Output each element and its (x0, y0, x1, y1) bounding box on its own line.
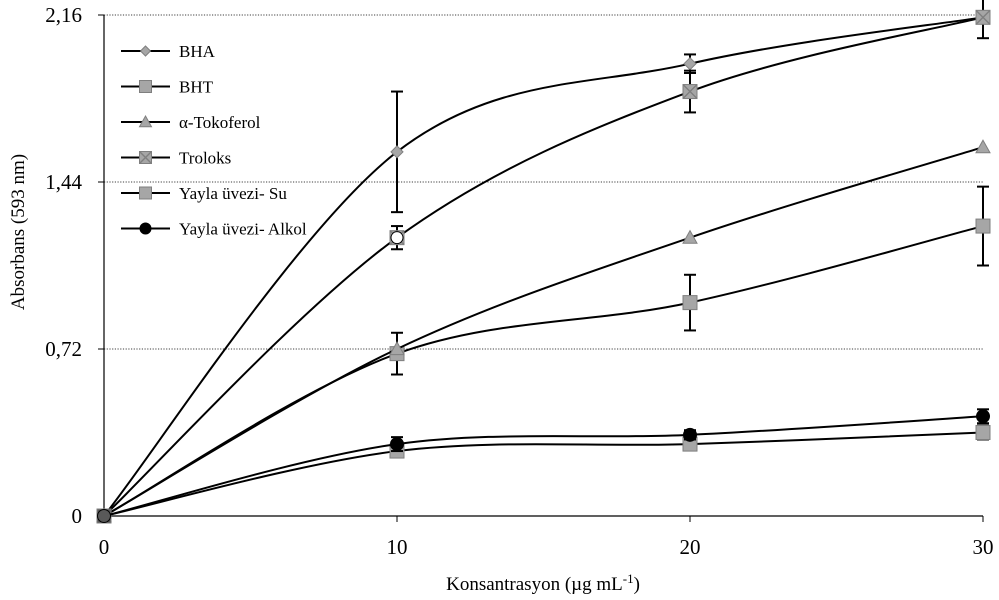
series-line (103, 225, 984, 517)
series-line (103, 415, 984, 517)
legend-item-0: BHA (121, 42, 216, 61)
legend-marker (139, 80, 152, 93)
data-point (975, 139, 991, 154)
legend-item-2: α-Tokoferol (121, 113, 261, 132)
legend-label: BHA (179, 42, 216, 61)
legend-marker (138, 114, 153, 128)
data-point (97, 509, 111, 523)
x-axis-label: Konsantrasyon (µg mL-1) (446, 571, 640, 595)
y-tick-label: 2,16 (45, 3, 82, 27)
data-point (682, 295, 698, 311)
series-line (103, 16, 984, 517)
x-tick-label: 0 (99, 535, 110, 559)
data-point-cross (682, 84, 698, 100)
series-line (103, 146, 984, 517)
series-5 (97, 408, 990, 523)
series-line (103, 16, 984, 517)
data-point (683, 427, 697, 442)
legend-label: Yayla üvezi- Su (179, 184, 287, 203)
legend-marker (139, 222, 152, 235)
series-1 (96, 185, 991, 524)
legend-item-4: Yayla üvezi- Su (121, 184, 287, 203)
data-point (389, 340, 405, 356)
series-line (103, 431, 984, 517)
data-point (682, 229, 698, 244)
legend-label: α-Tokoferol (179, 113, 261, 132)
legend-item-3: Troloks (121, 149, 231, 168)
legend-label: Troloks (179, 149, 231, 168)
legend-marker (139, 45, 152, 57)
y-tick-label: 0,72 (45, 337, 82, 361)
series (96, 0, 991, 524)
legend-label: Yayla üvezi- Alkol (179, 220, 307, 239)
data-point-cross (975, 9, 991, 25)
axes: 0 0,72 1,44 2,16 0 10 20 30 (45, 3, 993, 559)
legend-marker-cross (139, 151, 152, 164)
legend-item-1: BHT (121, 78, 214, 97)
legend: BHA BHT α-Tokoferol Troloks Yayla üvezi- Su Y… (121, 42, 307, 239)
data-point (390, 437, 404, 452)
legend-label: BHT (179, 78, 214, 97)
x-tick-label: 30 (973, 535, 994, 559)
data-point (390, 145, 404, 159)
x-tick-label: 10 (387, 535, 408, 559)
y-tick-label: 0 (72, 504, 83, 528)
data-point (975, 425, 991, 440)
data-point (683, 57, 697, 71)
legend-marker (139, 186, 152, 200)
x-tick-label: 20 (680, 535, 701, 559)
series-0 (97, 10, 990, 523)
data-point (975, 218, 991, 234)
gridlines (104, 14, 983, 350)
data-point (976, 409, 990, 424)
open-circle-point (390, 231, 404, 245)
legend-item-5: Yayla üvezi- Alkol (121, 220, 307, 239)
y-tick-label: 1,44 (45, 170, 82, 194)
y-axis-label: Absorbans (593 nm) (8, 154, 29, 310)
